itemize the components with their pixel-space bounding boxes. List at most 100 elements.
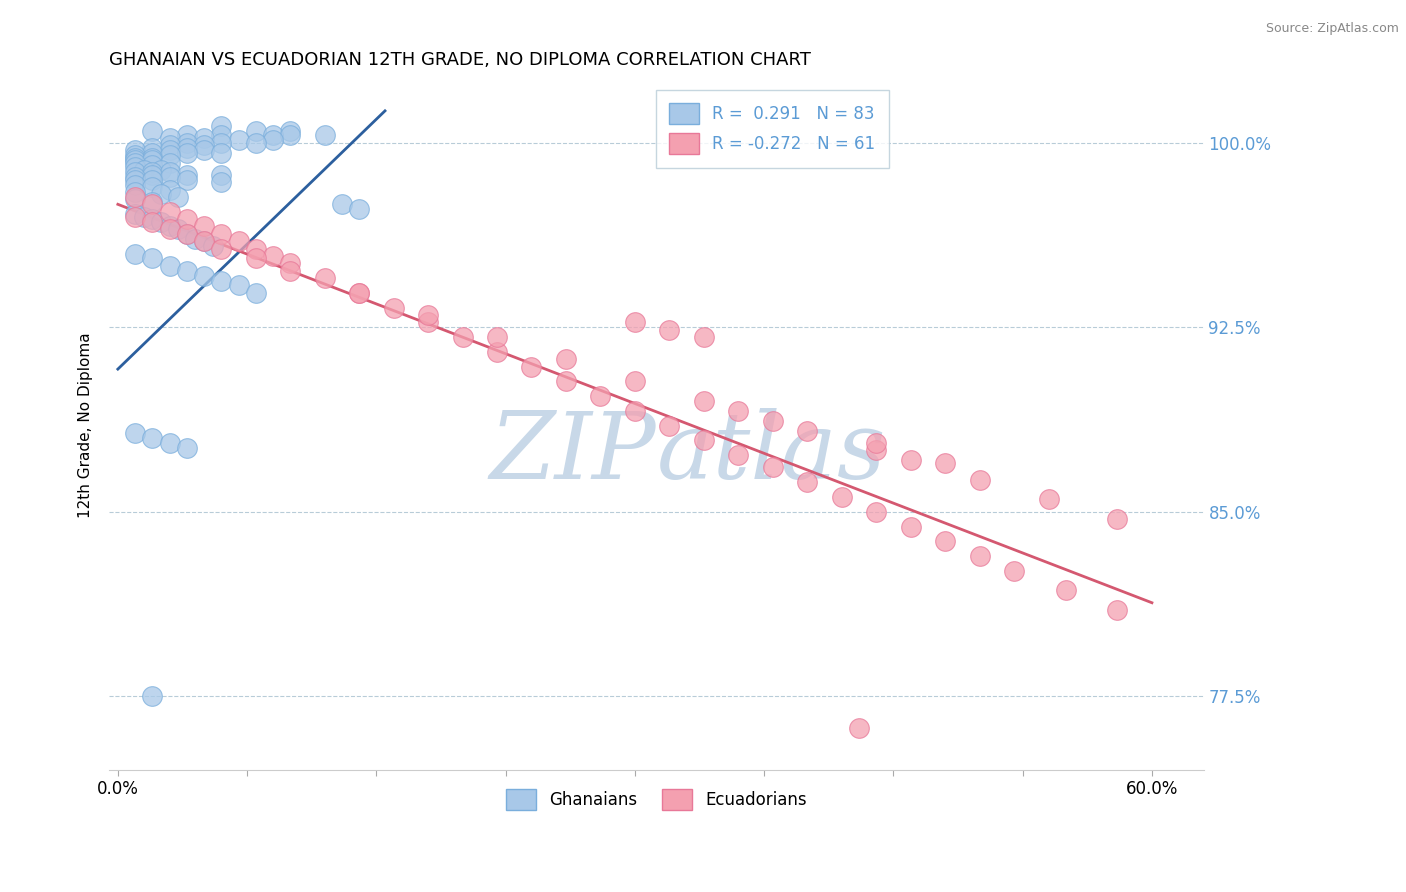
Point — [149, 187, 172, 202]
Point — [193, 143, 215, 157]
Point — [624, 375, 647, 389]
Point — [228, 133, 250, 147]
Point — [245, 252, 267, 266]
Point — [141, 180, 163, 194]
Point — [141, 252, 163, 266]
Point — [416, 308, 439, 322]
Point — [278, 128, 301, 143]
Point — [176, 441, 198, 455]
Point — [167, 190, 190, 204]
Point — [159, 143, 181, 157]
Point — [209, 175, 232, 189]
Point — [193, 138, 215, 153]
Point — [159, 259, 181, 273]
Point — [159, 222, 181, 236]
Point — [278, 264, 301, 278]
Point — [159, 436, 181, 450]
Point — [245, 242, 267, 256]
Point — [796, 475, 818, 490]
Point — [658, 418, 681, 433]
Point — [201, 239, 224, 253]
Point — [124, 178, 146, 192]
Point — [1054, 583, 1077, 598]
Point — [176, 212, 198, 227]
Point — [245, 123, 267, 137]
Point — [141, 194, 163, 209]
Point — [124, 165, 146, 179]
Point — [124, 148, 146, 162]
Point — [209, 168, 232, 182]
Point — [228, 278, 250, 293]
Point — [245, 285, 267, 300]
Point — [124, 193, 146, 207]
Text: GHANAIAN VS ECUADORIAN 12TH GRADE, NO DIPLOMA CORRELATION CHART: GHANAIAN VS ECUADORIAN 12TH GRADE, NO DI… — [110, 51, 811, 69]
Point — [141, 431, 163, 445]
Point — [624, 315, 647, 329]
Point — [124, 155, 146, 169]
Point — [141, 145, 163, 160]
Point — [141, 165, 163, 179]
Point — [969, 473, 991, 487]
Point — [176, 128, 198, 143]
Text: ZIP: ZIP — [489, 409, 657, 499]
Point — [347, 285, 370, 300]
Point — [330, 197, 353, 211]
Point — [209, 119, 232, 133]
Point — [193, 234, 215, 248]
Point — [159, 170, 181, 185]
Point — [141, 690, 163, 704]
Point — [167, 222, 190, 236]
Point — [124, 185, 146, 199]
Point — [132, 162, 155, 177]
Point — [900, 519, 922, 533]
Point — [762, 414, 785, 428]
Point — [176, 227, 198, 241]
Point — [124, 143, 146, 157]
Point — [485, 330, 508, 344]
Point — [485, 344, 508, 359]
Point — [176, 168, 198, 182]
Point — [193, 268, 215, 283]
Point — [159, 183, 181, 197]
Point — [176, 264, 198, 278]
Point — [451, 330, 474, 344]
Point — [132, 210, 155, 224]
Point — [124, 172, 146, 186]
Point — [159, 204, 181, 219]
Point — [159, 155, 181, 169]
Point — [141, 168, 163, 182]
Point — [727, 448, 749, 462]
Point — [848, 721, 870, 735]
Point — [124, 151, 146, 165]
Point — [209, 242, 232, 256]
Point — [314, 271, 336, 285]
Point — [520, 359, 543, 374]
Point — [762, 460, 785, 475]
Point — [209, 274, 232, 288]
Point — [176, 136, 198, 150]
Point — [382, 301, 405, 315]
Point — [141, 141, 163, 155]
Point — [209, 145, 232, 160]
Point — [159, 165, 181, 179]
Point — [934, 456, 956, 470]
Point — [141, 197, 163, 211]
Point — [124, 153, 146, 167]
Point — [176, 145, 198, 160]
Point — [262, 128, 284, 143]
Point — [124, 210, 146, 224]
Point — [693, 330, 716, 344]
Point — [624, 404, 647, 418]
Point — [141, 153, 163, 167]
Point — [416, 315, 439, 329]
Point — [176, 141, 198, 155]
Point — [347, 285, 370, 300]
Point — [176, 227, 198, 241]
Point — [149, 214, 172, 228]
Point — [149, 162, 172, 177]
Point — [1038, 492, 1060, 507]
Point — [278, 256, 301, 270]
Point — [159, 131, 181, 145]
Point — [124, 246, 146, 260]
Point — [209, 128, 232, 143]
